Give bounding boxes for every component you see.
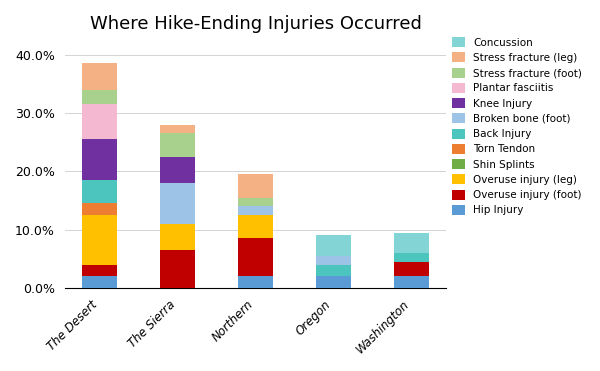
Legend: Concussion, Stress fracture (leg), Stress fracture (foot), Plantar fasciitis, Kn: Concussion, Stress fracture (leg), Stres… (450, 35, 584, 217)
Bar (238, 174, 273, 197)
Bar (394, 276, 429, 288)
Bar (160, 183, 195, 224)
Bar (238, 276, 273, 288)
Bar (82, 203, 117, 215)
Bar (82, 63, 117, 90)
Bar (82, 104, 117, 139)
Bar (238, 197, 273, 206)
Bar (394, 262, 429, 276)
Bar (160, 224, 195, 250)
Bar (82, 139, 117, 180)
Bar (316, 236, 351, 256)
Bar (238, 206, 273, 215)
Bar (238, 215, 273, 239)
Bar (160, 157, 195, 183)
Bar (82, 180, 117, 203)
Title: Where Hike-Ending Injuries Occurred: Where Hike-Ending Injuries Occurred (89, 15, 421, 33)
Bar (394, 233, 429, 253)
Bar (160, 125, 195, 134)
Bar (160, 250, 195, 288)
Bar (160, 134, 195, 157)
Bar (394, 253, 429, 262)
Bar (82, 276, 117, 288)
Bar (238, 239, 273, 276)
Bar (316, 265, 351, 276)
Bar (82, 265, 117, 276)
Bar (82, 215, 117, 265)
Bar (316, 256, 351, 265)
Bar (316, 276, 351, 288)
Bar (82, 90, 117, 104)
